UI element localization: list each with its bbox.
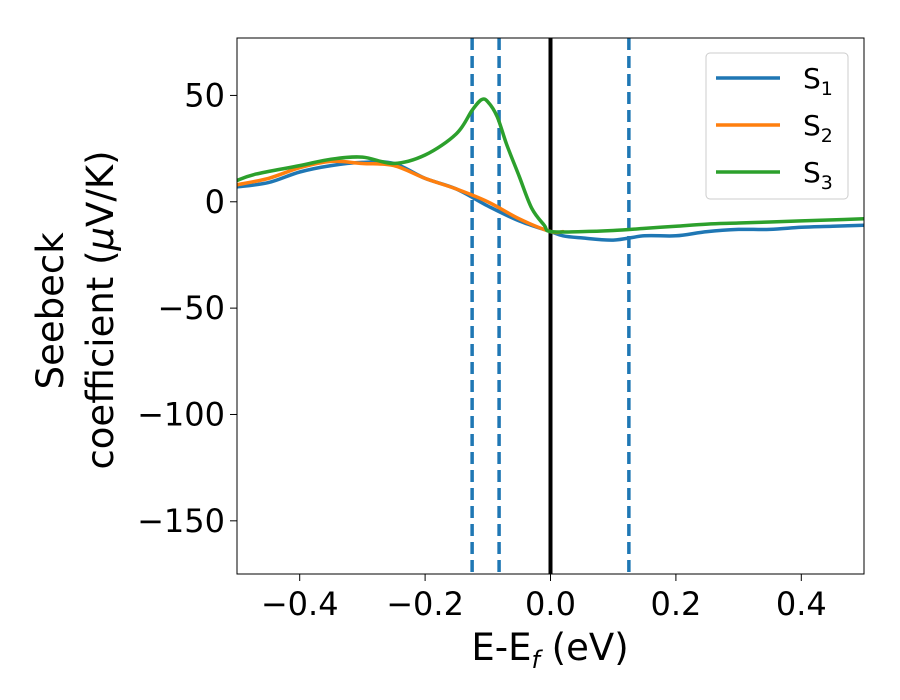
x-axis-label-suffix: (eV) xyxy=(540,626,629,669)
y-axis-ticks: 50 0 −50 −100 −150 xyxy=(137,76,237,540)
x-tick-label: 0.2 xyxy=(650,585,701,623)
x-tick-label: 0.4 xyxy=(776,585,827,623)
y-axis-label: Seebeck coefficient (μV/K) xyxy=(29,150,122,469)
y-axis-label-line2-start: coefficient ( xyxy=(79,250,122,469)
y-axis-label-mu: μ xyxy=(79,227,122,252)
series-lines xyxy=(237,97,864,242)
x-axis-label-main: E-E xyxy=(471,626,531,669)
x-axis-ticks: −0.4 −0.2 0.0 0.2 0.4 xyxy=(261,574,827,623)
y-axis-label-line1: Seebeck xyxy=(29,232,72,390)
y-tick-label: −50 xyxy=(157,289,225,327)
y-tick-label: −150 xyxy=(137,502,225,540)
x-tick-label: −0.2 xyxy=(386,585,464,623)
vertical-reference-lines xyxy=(470,38,631,574)
series-line-s3 xyxy=(237,97,864,234)
legend: S1 S2 S3 xyxy=(705,52,849,200)
x-axis-label: E-Ef (eV) xyxy=(471,626,628,674)
y-tick-label: 50 xyxy=(184,76,225,114)
y-tick-label: 0 xyxy=(205,183,225,221)
legend-label-s2: S2 xyxy=(803,109,833,147)
legend-label-s1: S1 xyxy=(803,62,833,100)
y-axis-label-line2: coefficient (μV/K) xyxy=(79,150,122,469)
x-tick-label: 0.0 xyxy=(525,585,576,623)
series-line-s2 xyxy=(237,159,565,235)
legend-label-s3: S3 xyxy=(803,156,833,194)
y-tick-label: −100 xyxy=(137,395,225,433)
y-axis-label-line2-end: V/K) xyxy=(79,150,122,226)
x-tick-label: −0.4 xyxy=(261,585,339,623)
